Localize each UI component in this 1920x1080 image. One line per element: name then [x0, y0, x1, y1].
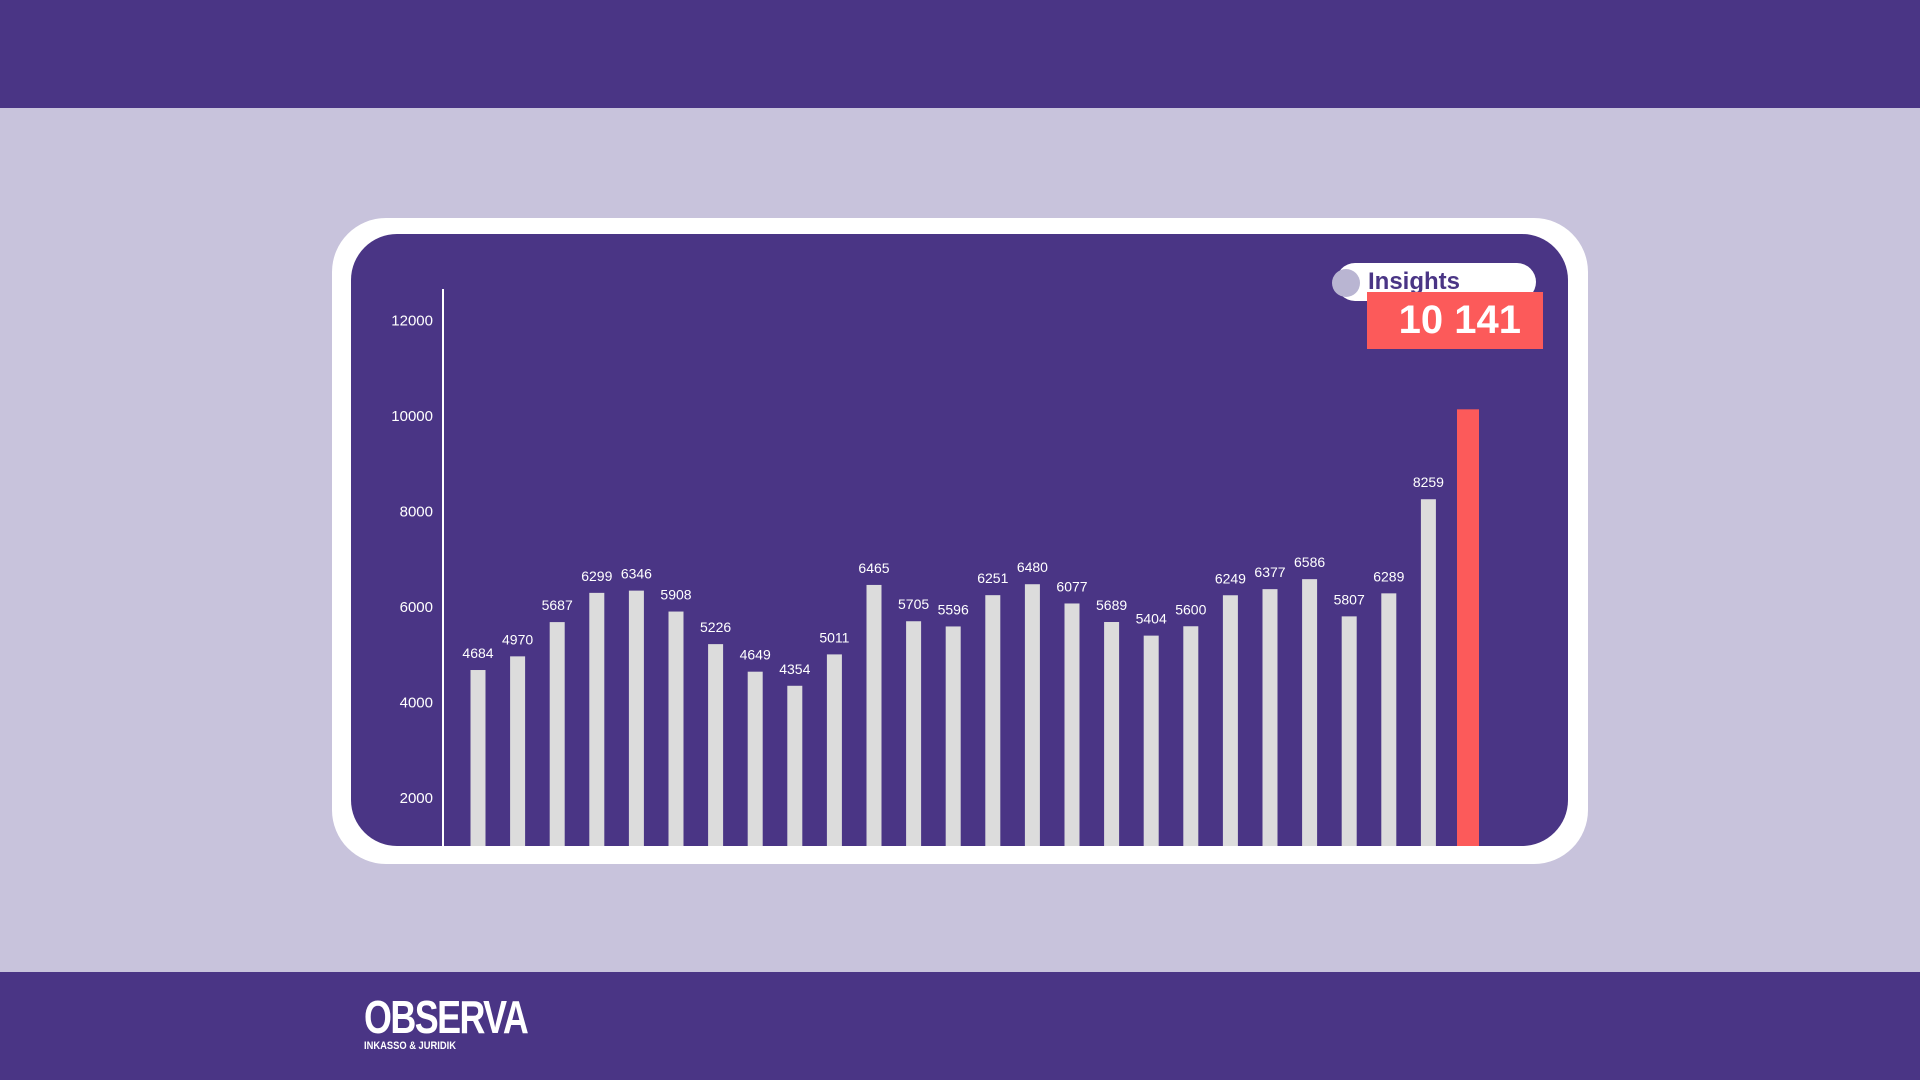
bar	[510, 656, 526, 846]
bar-value-label: 6480	[1017, 559, 1048, 575]
value-labels: 4684 4970 5687 6299 6346 5908 5226 4649 4354 5011…	[462, 474, 1444, 677]
bar	[1143, 635, 1159, 846]
bar-value-label: 6249	[1215, 570, 1246, 586]
bar-chart: 2000 4000 6000 8000 10000 12000 4684 4970 5687 6…	[351, 234, 1568, 846]
bar	[1262, 589, 1278, 846]
bar	[1381, 593, 1397, 846]
bar	[826, 654, 842, 846]
y-tick-label: 12000	[391, 313, 433, 330]
bar-value-label: 5705	[898, 596, 929, 612]
bar-value-label: 6299	[581, 568, 612, 584]
y-tick-label: 8000	[400, 504, 433, 521]
bar-value-label: 4354	[779, 661, 810, 677]
bar-value-label: 5600	[1175, 601, 1206, 617]
bar	[1302, 579, 1318, 846]
bar	[1183, 626, 1199, 846]
bar	[708, 644, 724, 846]
bar-value-label: 5908	[660, 587, 691, 603]
bar	[1024, 584, 1040, 846]
y-axis-ticks: 2000 4000 6000 8000 10000 12000	[391, 313, 433, 808]
bar-value-label: 6289	[1373, 568, 1404, 584]
bar	[1420, 499, 1436, 846]
bar-value-label: 4649	[740, 647, 771, 663]
bottom-banner	[0, 972, 1920, 1080]
highlight-value: 10 141	[1398, 298, 1521, 342]
logo-name: OBSERVA	[364, 991, 529, 1043]
bar-value-label: 6465	[858, 560, 889, 576]
bar	[549, 622, 565, 846]
bar	[906, 621, 922, 846]
bar-value-label: 5596	[938, 601, 969, 617]
bar	[668, 611, 684, 846]
bar	[747, 671, 763, 846]
bar-value-label: 6251	[977, 570, 1008, 586]
highlight-value-box: 10 141	[1367, 292, 1543, 349]
y-tick-label: 6000	[400, 599, 433, 616]
bar-value-label: 5226	[700, 619, 731, 635]
bar-value-label: 5689	[1096, 597, 1127, 613]
bar-value-label: 5807	[1334, 591, 1365, 607]
bar-value-label: 6586	[1294, 554, 1325, 570]
observa-logo: OBSERVA INKASSO & JURIDIK	[364, 994, 534, 1054]
bar-value-label: 5011	[819, 629, 849, 645]
toggle-dot-icon	[1332, 269, 1360, 297]
bar	[1222, 595, 1238, 846]
bar	[1064, 603, 1080, 846]
bar-value-label: 5687	[542, 597, 573, 613]
bar-value-label: 8259	[1413, 474, 1444, 490]
bar-value-label: 4684	[462, 645, 493, 661]
y-tick-label: 2000	[400, 790, 433, 807]
logo-tagline: INKASSO & JURIDIK	[364, 1040, 456, 1052]
bar	[628, 590, 644, 846]
bar-value-label: 6346	[621, 566, 652, 582]
bar-value-label: 6077	[1056, 578, 1087, 594]
bar	[985, 595, 1001, 846]
bar-value-label: 4970	[502, 631, 533, 647]
bar-value-label: 6377	[1254, 564, 1285, 580]
bar	[589, 592, 605, 846]
bars	[470, 409, 1479, 846]
bar	[1104, 622, 1120, 846]
insights-label: Insights	[1368, 268, 1461, 295]
y-tick-label: 10000	[391, 408, 433, 425]
highlight-bar	[1457, 409, 1479, 846]
bar-value-label: 5404	[1136, 611, 1167, 627]
top-banner	[0, 0, 1920, 108]
bar	[470, 670, 486, 846]
bar	[787, 685, 803, 846]
bar	[1341, 616, 1357, 846]
bar	[945, 626, 961, 846]
y-tick-label: 4000	[400, 695, 433, 712]
bar	[866, 584, 882, 846]
